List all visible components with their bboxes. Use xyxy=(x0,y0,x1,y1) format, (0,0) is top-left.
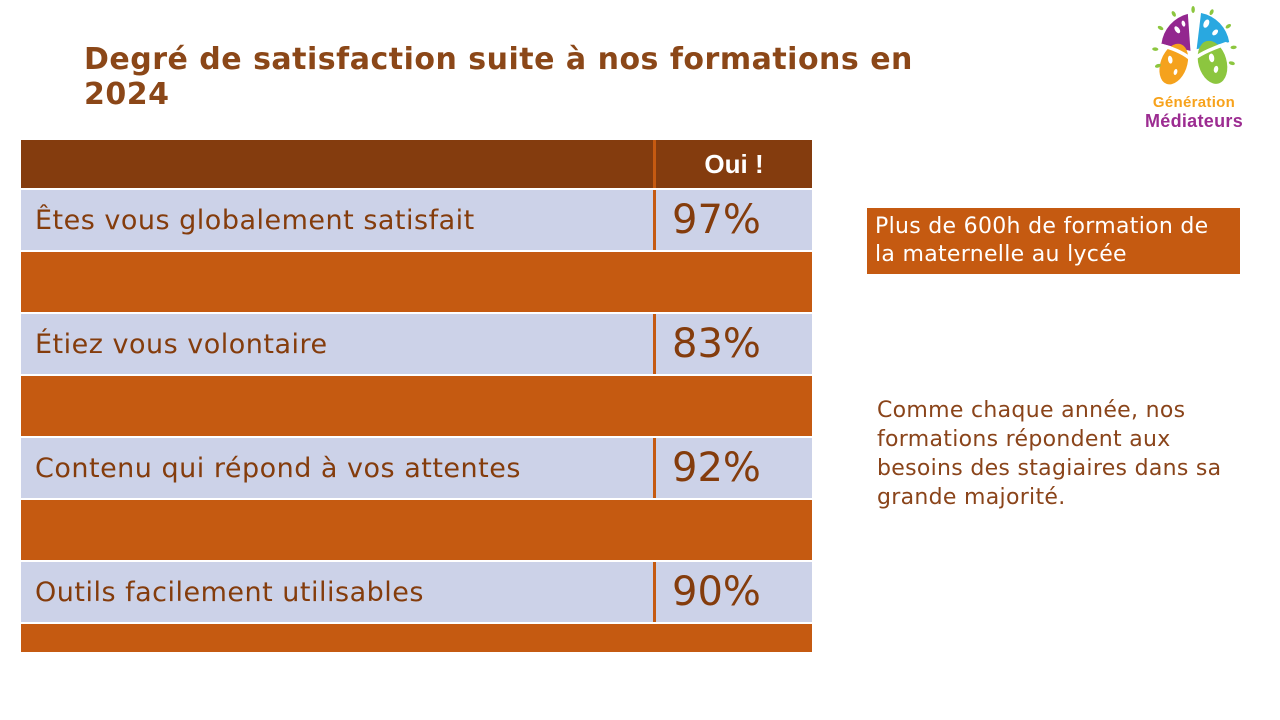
paragraph-line: grande majorité. xyxy=(877,485,1066,510)
question-cell: Contenu qui répond à vos attentes xyxy=(21,438,653,498)
spacer-band xyxy=(21,376,812,436)
bottom-band xyxy=(21,624,812,652)
callout-line: la maternelle au lycée xyxy=(875,242,1127,267)
column-divider xyxy=(653,314,656,374)
table-row: Étiez vous volontaire 83% xyxy=(21,314,812,374)
spacer-band xyxy=(21,500,812,560)
table-row: Êtes vous globalement satisfait 97% xyxy=(21,190,812,250)
logo-tree-icon xyxy=(1152,6,1237,94)
table-row: Outils facilement utilisables 90% xyxy=(21,562,812,622)
summary-paragraph: Comme chaque année, nos formations répon… xyxy=(877,396,1247,512)
value-cell: 92% xyxy=(656,438,812,498)
column-divider xyxy=(653,190,656,250)
satisfaction-table: Oui ! Êtes vous globalement satisfait 97… xyxy=(21,140,812,652)
table-row: Contenu qui répond à vos attentes 92% xyxy=(21,438,812,498)
header-yes-cell: Oui ! xyxy=(656,140,812,188)
column-divider xyxy=(653,438,656,498)
page-title: Degré de satisfaction suite à nos format… xyxy=(84,42,913,112)
value-cell: 83% xyxy=(656,314,812,374)
question-cell: Outils facilement utilisables xyxy=(21,562,653,622)
value-cell: 90% xyxy=(656,562,812,622)
value-cell: 97% xyxy=(656,190,812,250)
column-divider xyxy=(653,140,656,188)
spacer-band xyxy=(21,252,812,312)
paragraph-line: Comme chaque année, nos xyxy=(877,398,1186,423)
question-cell: Êtes vous globalement satisfait xyxy=(21,190,653,250)
table-header-row: Oui ! xyxy=(21,140,812,188)
question-cell: Étiez vous volontaire xyxy=(21,314,653,374)
logo-text-generation: Génération xyxy=(1152,94,1236,111)
callout-box: Plus de 600h de formation de la maternel… xyxy=(867,208,1240,274)
logo: Génération Médiateurs xyxy=(1128,6,1260,131)
callout-line: Plus de 600h de formation de xyxy=(875,214,1209,239)
header-question-cell xyxy=(21,140,653,188)
paragraph-line: formations répondent aux xyxy=(877,427,1171,452)
logo-text-mediateurs: Médiateurs xyxy=(1144,111,1244,131)
column-divider xyxy=(653,562,656,622)
paragraph-line: besoins des stagiaires dans sa xyxy=(877,456,1222,481)
